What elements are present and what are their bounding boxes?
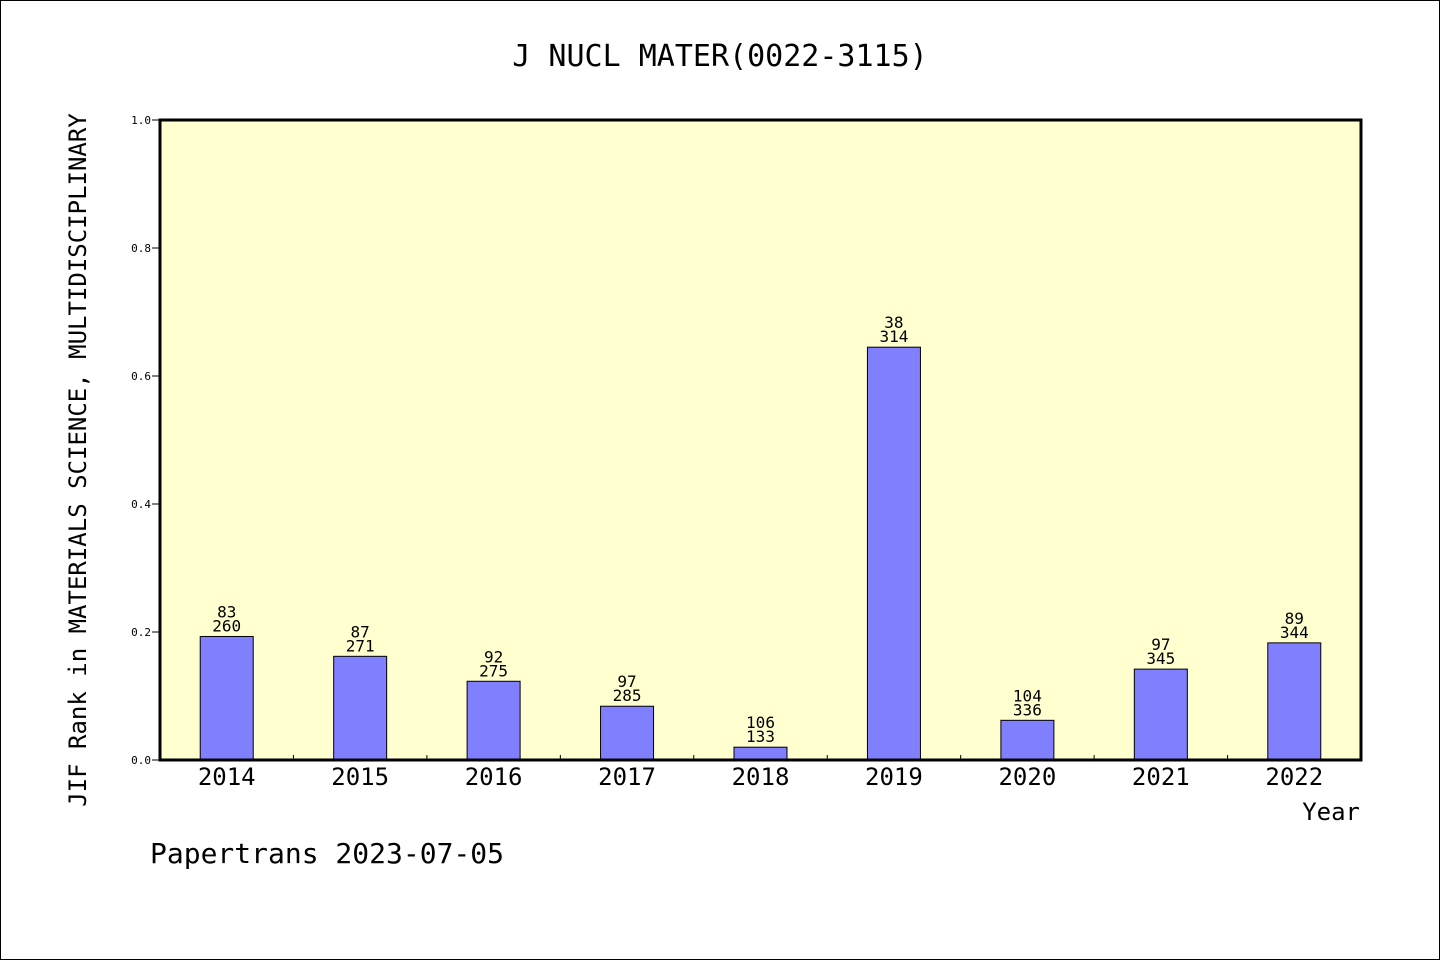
rank-label: 89 bbox=[1285, 609, 1304, 628]
x-axis-ticks: 2014 2015 2016 2017 2018 2019 2020 2021 2022 bbox=[198, 755, 1323, 791]
x-tick-label: 2018 bbox=[732, 763, 790, 791]
footer-text: Papertrans 2023-07-05 bbox=[150, 837, 504, 870]
x-tick-label: 2016 bbox=[465, 763, 523, 791]
rank-label: 38 bbox=[884, 313, 903, 332]
y-tick-label: 1.0 bbox=[131, 114, 151, 127]
total-label: 345 bbox=[1146, 649, 1175, 668]
x-tick-label: 2015 bbox=[331, 763, 389, 791]
bar-2019 bbox=[866, 346, 921, 761]
bar-2020 bbox=[1000, 719, 1055, 761]
y-tick-label: 0.6 bbox=[131, 370, 151, 383]
bar-2021 bbox=[1133, 668, 1188, 761]
total-label: 133 bbox=[746, 727, 775, 746]
total-label: 314 bbox=[879, 327, 908, 346]
bar-2015 bbox=[333, 655, 388, 761]
total-label: 336 bbox=[1013, 700, 1042, 719]
plot-area bbox=[160, 120, 1361, 760]
x-tick-label: 2014 bbox=[198, 763, 256, 791]
rank-label: 106 bbox=[746, 713, 775, 732]
y-tick-label: 0.4 bbox=[131, 498, 151, 511]
total-label: 271 bbox=[346, 636, 375, 655]
x-tick-label: 2020 bbox=[998, 763, 1056, 791]
rank-label: 104 bbox=[1013, 686, 1042, 705]
y-axis-label: JIF Rank in MATERIALS SCIENCE, MULTIDISC… bbox=[64, 113, 92, 807]
bar-2017 bbox=[600, 705, 655, 761]
rank-label: 97 bbox=[617, 672, 636, 691]
y-tick-label: 0.0 bbox=[131, 754, 151, 767]
x-tick-label: 2019 bbox=[865, 763, 923, 791]
chart-title: J NUCL MATER(0022-3115) bbox=[512, 39, 927, 74]
bar-2016 bbox=[466, 680, 521, 761]
y-tick-label: 0.2 bbox=[131, 626, 151, 639]
rank-label: 87 bbox=[351, 622, 370, 641]
rank-label: 83 bbox=[217, 602, 236, 621]
rank-label: 97 bbox=[1151, 635, 1170, 654]
bar-2022 bbox=[1267, 642, 1322, 761]
x-axis-label: Year bbox=[1302, 798, 1360, 826]
y-tick-label: 0.8 bbox=[131, 242, 151, 255]
bar-2014 bbox=[199, 635, 254, 761]
total-label: 275 bbox=[479, 661, 508, 680]
total-label: 285 bbox=[613, 686, 642, 705]
x-tick-label: 2022 bbox=[1265, 763, 1323, 791]
total-label: 260 bbox=[212, 616, 241, 635]
total-label: 344 bbox=[1280, 623, 1309, 642]
rank-label: 92 bbox=[484, 647, 503, 666]
x-tick-label: 2021 bbox=[1132, 763, 1190, 791]
y-axis-ticks: 0.0 0.2 0.4 0.6 0.8 1.0 bbox=[131, 114, 160, 767]
x-tick-label: 2017 bbox=[598, 763, 656, 791]
bar-2018 bbox=[733, 746, 788, 761]
plot-border bbox=[158, 118, 1363, 762]
